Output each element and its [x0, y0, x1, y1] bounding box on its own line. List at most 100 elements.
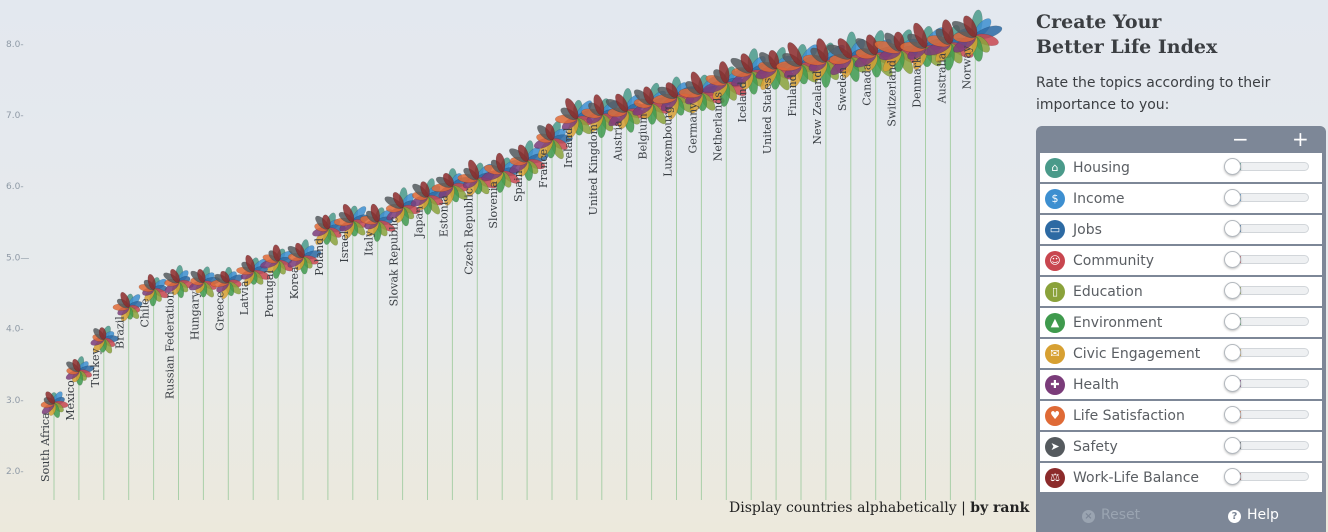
flower-petal	[468, 159, 480, 180]
country-flower	[138, 273, 169, 307]
y-tick-label: 8.0-	[6, 40, 24, 50]
flower-petal	[120, 291, 131, 308]
topic-slider[interactable]	[1224, 158, 1309, 175]
topic-slider[interactable]	[1224, 468, 1309, 485]
topic-slider[interactable]	[1224, 375, 1309, 392]
slider-handle[interactable]	[1224, 468, 1241, 485]
labels-group: South Africa Mexico Turkey Brazil Chile Russi…	[39, 45, 973, 482]
country-label: Slovenia	[487, 181, 500, 229]
country-label: Spain	[512, 170, 525, 202]
topic-slider[interactable]	[1224, 189, 1309, 206]
topic-row: ➤ Safety	[1040, 432, 1322, 461]
flower-petal	[272, 244, 282, 262]
topic-slider[interactable]	[1224, 220, 1309, 237]
sort-prefix: Display countries	[729, 500, 858, 516]
flower-petal	[370, 203, 381, 223]
topic-row: ✚ Health	[1040, 370, 1322, 399]
slider-handle[interactable]	[1224, 220, 1241, 237]
topic-row: ✉ Civic Engagement	[1040, 339, 1322, 368]
topic-label: Income	[1073, 190, 1125, 207]
topic-slider[interactable]	[1224, 406, 1309, 423]
reset-button[interactable]: × Reset	[1082, 507, 1140, 523]
slider-handle[interactable]	[1224, 344, 1241, 361]
country-label: Latvia	[238, 280, 251, 315]
country-label: Iceland	[736, 81, 749, 122]
topic-slider[interactable]	[1224, 282, 1309, 299]
slider-handle[interactable]	[1224, 251, 1241, 268]
country-label: Portugal	[263, 270, 276, 318]
flower-petal	[690, 71, 704, 94]
slider-handle[interactable]	[1224, 158, 1241, 175]
country-flower	[112, 291, 143, 322]
country-flower	[605, 87, 648, 133]
sort-by-rank-link[interactable]: by rank	[970, 500, 1030, 516]
sort-alphabetically-link[interactable]: alphabetically	[857, 500, 957, 516]
sort-bar: Display countries alphabetically | by ra…	[729, 500, 1029, 516]
country-flower	[554, 98, 596, 139]
slider-handle[interactable]	[1224, 313, 1241, 330]
y-tick-label: 4.0-	[6, 325, 24, 335]
country-flower	[359, 203, 396, 242]
tree-icon: ▲	[1045, 312, 1065, 333]
topic-slider[interactable]	[1224, 313, 1309, 330]
slider-handle[interactable]	[1224, 375, 1241, 392]
country-label: United States	[761, 77, 774, 154]
topic-slider[interactable]	[1224, 437, 1309, 454]
topic-row: ⌂ Housing	[1040, 153, 1322, 182]
topic-row: ♥ Life Satisfaction	[1040, 401, 1322, 430]
flower-petal	[245, 254, 256, 272]
topic-row: $ Income	[1040, 184, 1322, 213]
topic-row: ▭ Jobs	[1040, 215, 1322, 244]
topic-panel: − + ⌂ Housing $ Income ▭ Jobs ☺ Community ▯ Educa…	[1036, 126, 1326, 532]
sort-separator: |	[956, 500, 971, 516]
money-icon: $	[1045, 188, 1065, 209]
flower-petal	[941, 19, 954, 45]
topic-slider[interactable]	[1224, 251, 1309, 268]
flower-petal	[718, 61, 730, 84]
panel-subtitle: Rate the topics according to their impor…	[1036, 75, 1271, 113]
topic-label: Environment	[1073, 314, 1163, 331]
slider-handle[interactable]	[1224, 437, 1241, 454]
flower-petal	[665, 82, 679, 98]
country-flower	[90, 325, 119, 354]
increase-all-button[interactable]: +	[1292, 127, 1309, 151]
flower-petal	[45, 391, 56, 404]
topic-row: ▯ Education	[1040, 277, 1322, 306]
country-label: Italy	[363, 230, 376, 256]
country-label: Australia	[935, 52, 948, 104]
decrease-all-button[interactable]: −	[1232, 127, 1249, 151]
country-flower	[287, 239, 322, 275]
runner-icon: ➤	[1045, 436, 1065, 457]
topic-label: Work-Life Balance	[1073, 469, 1200, 486]
flower-petal	[593, 94, 605, 116]
slider-handle[interactable]	[1224, 406, 1241, 423]
country-flower	[210, 266, 244, 299]
flower-petal	[98, 327, 107, 340]
ballot-icon: ✉	[1045, 343, 1065, 364]
heart-icon: ♥	[1045, 405, 1065, 426]
slider-handle[interactable]	[1224, 189, 1241, 206]
country-label: Israel	[338, 230, 351, 262]
country-label: Czech Republic	[462, 188, 475, 275]
topic-label: Jobs	[1073, 221, 1102, 238]
flower-petal	[787, 42, 803, 66]
country-label: United Kingdom	[587, 123, 600, 215]
topic-slider[interactable]	[1224, 344, 1309, 361]
y-tick-label: 3.0-	[6, 396, 24, 406]
country-label: Hungary	[188, 291, 201, 341]
panel-footer: × Reset ? Help	[1036, 502, 1326, 532]
flower-petal	[295, 242, 305, 258]
country-label: Luxembourg	[662, 106, 675, 177]
slider-handle[interactable]	[1224, 282, 1241, 299]
country-label: Korea	[288, 266, 301, 299]
flower-petal	[517, 144, 530, 162]
help-button[interactable]: ? Help	[1228, 507, 1279, 523]
topic-label: Safety	[1073, 438, 1118, 455]
panel-title-line2: Better Life Index	[1036, 36, 1218, 58]
flower-petal	[963, 15, 978, 38]
country-label: Brazil	[114, 316, 127, 349]
country-flower	[384, 187, 421, 227]
flower-petal	[197, 268, 206, 283]
panel-header: − +	[1036, 126, 1326, 153]
country-flower	[188, 266, 221, 298]
